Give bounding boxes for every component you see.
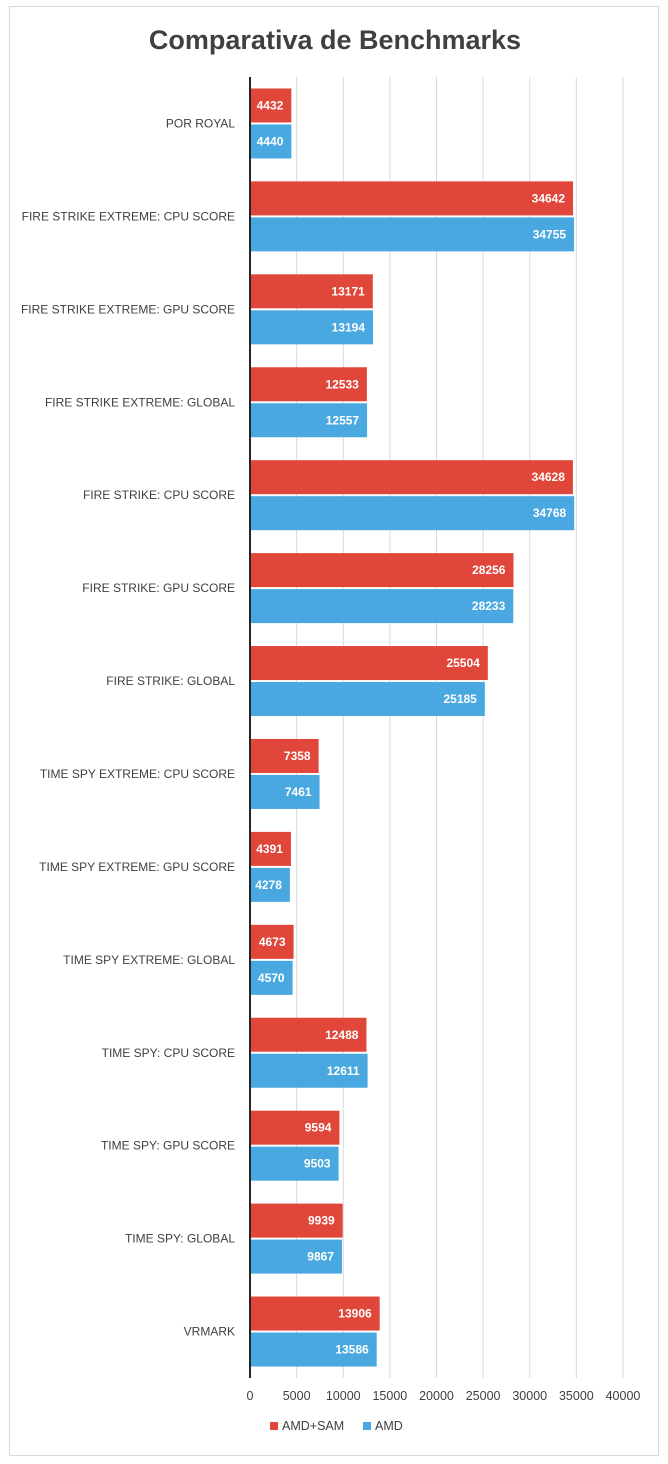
data-label: 9503 [304, 1157, 331, 1171]
bar-amd-sam [250, 1203, 343, 1238]
category-label: FIRE STRIKE: GLOBAL [106, 674, 235, 688]
x-tick-label: 35000 [559, 1389, 594, 1403]
legend-swatch [270, 1422, 278, 1430]
data-label: 13906 [338, 1307, 372, 1321]
category-label: FIRE STRIKE EXTREME: GLOBAL [45, 395, 235, 409]
bar-amd-sam [250, 88, 292, 123]
bar-amd [250, 496, 575, 531]
data-label: 28256 [472, 563, 506, 577]
data-label: 34628 [532, 470, 566, 484]
category-label: TIME SPY EXTREME: GLOBAL [63, 953, 235, 967]
data-label: 28233 [472, 599, 506, 613]
category-label: TIME SPY: GPU SCORE [101, 1139, 235, 1153]
category-label: VRMARK [184, 1325, 235, 1339]
bar-amd-sam [250, 553, 514, 588]
bar-amd-sam [250, 924, 294, 959]
bar-amd [250, 403, 368, 438]
data-label: 12611 [327, 1064, 360, 1078]
category-label: FIRE STRIKE EXTREME: CPU SCORE [22, 209, 235, 223]
bar-amd [250, 682, 485, 717]
data-label: 12488 [325, 1028, 359, 1042]
x-tick-label: 5000 [283, 1389, 311, 1403]
data-label: 7461 [285, 785, 312, 799]
x-tick-label: 0 [247, 1389, 254, 1403]
data-label: 4391 [256, 842, 283, 856]
bar-amd [250, 1146, 339, 1181]
bar-amd [250, 1053, 368, 1088]
bar-amd-sam [250, 831, 291, 866]
data-label: 25185 [443, 692, 477, 706]
legend-label: AMD [375, 1419, 403, 1433]
data-label: 12557 [326, 413, 360, 427]
bar-amd-sam [250, 367, 367, 402]
bar-amd [250, 217, 575, 252]
data-label: 4432 [257, 98, 284, 112]
data-label: 9939 [308, 1214, 335, 1228]
data-label: 12533 [325, 377, 359, 391]
bar-amd-sam [250, 738, 319, 773]
category-label: FIRE STRIKE: CPU SCORE [83, 488, 235, 502]
x-tick-label: 15000 [372, 1389, 407, 1403]
data-label: 25504 [446, 656, 480, 670]
bar-amd [250, 124, 292, 159]
bar-amd [250, 310, 374, 345]
data-label: 34642 [532, 191, 566, 205]
data-label: 13171 [331, 284, 365, 298]
bar-amd-sam [250, 1017, 367, 1052]
x-tick-label: 25000 [466, 1389, 501, 1403]
data-label: 34768 [533, 506, 567, 520]
data-label: 4440 [257, 134, 284, 148]
bar-amd [250, 589, 514, 624]
category-label: TIME SPY EXTREME: GPU SCORE [39, 860, 235, 874]
x-tick-label: 10000 [326, 1389, 361, 1403]
bar-amd-sam [250, 1296, 380, 1331]
category-label: TIME SPY: CPU SCORE [102, 1046, 235, 1060]
category-label: TIME SPY: GLOBAL [125, 1232, 235, 1246]
bar-amd-sam [250, 274, 373, 309]
x-tick-label: 20000 [419, 1389, 454, 1403]
data-label: 4278 [255, 878, 282, 892]
data-label: 34755 [533, 227, 567, 241]
bar-amd-sam [250, 646, 488, 681]
x-tick-label: 40000 [606, 1389, 641, 1403]
bar-amd [250, 867, 290, 902]
data-label: 9594 [305, 1121, 332, 1135]
category-label: POR ROYAL [166, 116, 235, 130]
data-label: 4570 [258, 971, 285, 985]
legend-label: AMD+SAM [282, 1419, 344, 1433]
bar-amd [250, 774, 320, 809]
chart-title: Comparativa de Benchmarks [148, 25, 522, 55]
bar-amd [250, 1239, 343, 1274]
data-label: 9867 [307, 1250, 334, 1264]
category-label: TIME SPY EXTREME: CPU SCORE [40, 767, 235, 781]
bar-amd [250, 960, 293, 995]
data-label: 13194 [332, 320, 366, 334]
bar-amd-sam [250, 181, 574, 216]
bar-amd [250, 1332, 377, 1367]
category-label: FIRE STRIKE EXTREME: GPU SCORE [21, 302, 235, 316]
bar-amd-sam [250, 1110, 340, 1145]
bar-amd-sam [250, 460, 573, 495]
category-label: FIRE STRIKE: GPU SCORE [82, 581, 235, 595]
data-label: 7358 [284, 749, 311, 763]
data-label: 13586 [335, 1343, 369, 1357]
x-tick-label: 30000 [512, 1389, 547, 1403]
data-label: 4673 [259, 935, 286, 949]
legend-swatch [363, 1422, 371, 1430]
